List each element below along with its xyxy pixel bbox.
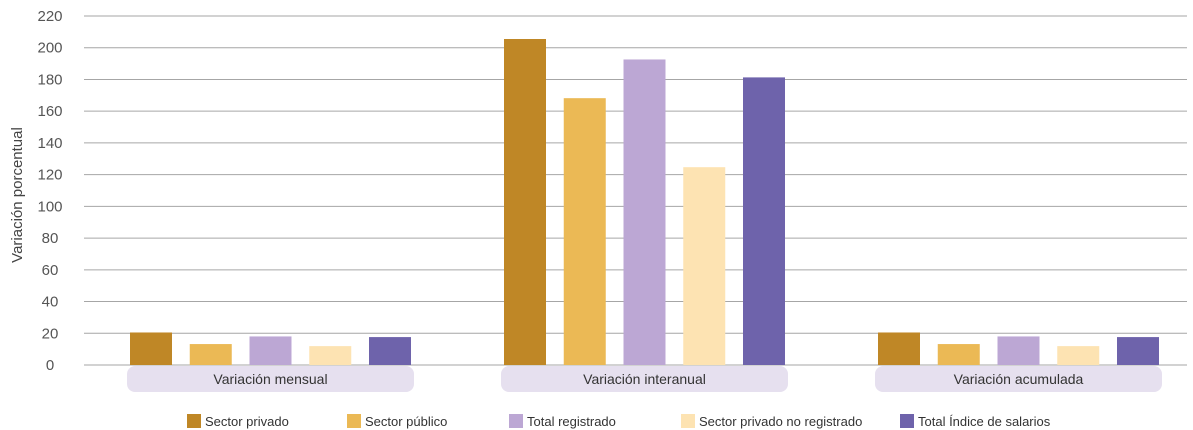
y-tick-label: 0: [46, 357, 54, 374]
legend-label: Total registrado: [527, 414, 616, 429]
legend-label: Sector público: [365, 414, 447, 429]
y-axis-label: Variación porcentual: [9, 127, 26, 263]
category-labels: Variación mensual Variación interanual Var…: [127, 366, 1162, 392]
legend-swatch: [187, 414, 201, 428]
y-tick-label: 60: [42, 262, 59, 279]
bar: [504, 39, 546, 366]
y-tick-label: 80: [42, 230, 59, 247]
bar: [1057, 346, 1100, 365]
bar: [249, 336, 292, 365]
category-label-text: Variación acumulada: [954, 371, 1084, 387]
bar: [997, 336, 1040, 365]
y-tick-label: 180: [37, 71, 62, 88]
y-tick-label: 160: [37, 103, 62, 120]
bar: [937, 344, 980, 365]
y-tick-label: 100: [37, 198, 62, 215]
bars: [130, 39, 1159, 366]
category-label: Variación interanual: [501, 366, 788, 392]
legend-item: Sector público: [347, 414, 447, 429]
category-label-background: [501, 366, 788, 392]
legend-item: Sector privado: [187, 414, 289, 429]
y-axis-ticks: 0 20 40 60 80 100 120 140 160 180 200 220: [37, 8, 62, 374]
y-tick-label: 20: [42, 325, 59, 342]
bar: [130, 332, 172, 365]
y-tick-label: 40: [42, 294, 59, 311]
bar: [189, 344, 232, 365]
y-tick-label: 200: [37, 40, 62, 57]
category-label: Variación acumulada: [875, 366, 1162, 392]
legend-item: Sector privado no registrado: [681, 414, 862, 429]
legend-item: Total Índice de salarios: [900, 414, 1051, 429]
bar: [878, 332, 920, 365]
category-label-text: Variación interanual: [583, 371, 706, 387]
bar: [1117, 337, 1159, 365]
legend-swatch: [509, 414, 523, 428]
category-label-text: Variación mensual: [213, 371, 327, 387]
bar: [683, 167, 726, 365]
legend-item: Total registrado: [509, 414, 616, 429]
legend-label: Sector privado: [205, 414, 289, 429]
legend: Sector privado Sector público Total regist…: [187, 414, 1051, 429]
legend-swatch: [900, 414, 914, 428]
bar: [743, 77, 785, 365]
category-label-background: [127, 366, 414, 392]
legend-swatch: [347, 414, 361, 428]
bar: [563, 98, 606, 365]
bar: [309, 346, 352, 365]
legend-label: Total Índice de salarios: [918, 414, 1051, 429]
bar: [369, 337, 411, 365]
category-label-background: [875, 366, 1162, 392]
y-tick-label: 140: [37, 135, 62, 152]
legend-label: Sector privado no registrado: [699, 414, 862, 429]
category-label: Variación mensual: [127, 366, 414, 392]
y-tick-label: 220: [37, 8, 62, 25]
legend-swatch: [681, 414, 695, 428]
bar: [623, 59, 666, 365]
y-tick-label: 120: [37, 167, 62, 184]
